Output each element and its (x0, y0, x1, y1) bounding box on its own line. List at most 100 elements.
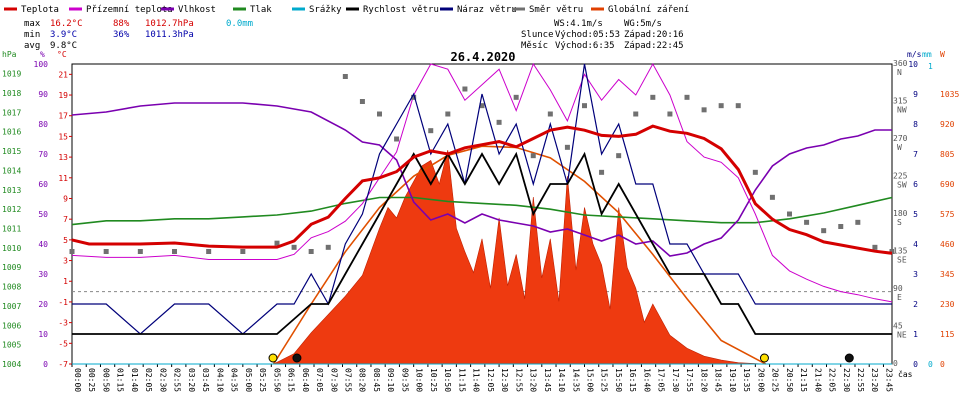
legend-label: Tlak (250, 5, 272, 15)
direction-tick: 225 (893, 172, 908, 181)
wind-tick: 9 (913, 90, 918, 99)
wind-tick: 6 (913, 180, 918, 189)
wind-direction-point (855, 219, 861, 225)
humidity-tick: 20 (38, 300, 48, 309)
x-tick-label: 23:45 (884, 368, 893, 392)
direction-tick-label: S (897, 218, 902, 227)
pressure-tick: 1017 (2, 108, 21, 117)
x-tick-label: 19:35 (742, 368, 751, 392)
pressure-tick: 1007 (2, 302, 21, 311)
solar-radiation-area (273, 150, 766, 365)
info-wg: WG:5m/s (624, 19, 662, 29)
direction-tick-label: W (897, 143, 902, 152)
x-tick-label: 23:20 (870, 368, 879, 392)
x-tick-label: 21:15 (799, 368, 808, 392)
x-axis-title: čas (898, 369, 913, 379)
legend-label: Přízemní teplota (86, 5, 173, 15)
x-tick-label: 16:15 (628, 368, 637, 392)
rain-tick: 1 (928, 62, 933, 71)
direction-tick-label: NW (897, 106, 907, 115)
direction-tick: 315 (893, 97, 908, 106)
x-tick-label: 01:40 (130, 368, 139, 392)
x-tick-label: 13:45 (543, 368, 552, 392)
x-tick-label: 22:05 (828, 368, 837, 392)
direction-tick-label: E (897, 293, 902, 302)
stat-avg-temp: 9.8°C (50, 41, 77, 51)
pressure-tick: 1012 (2, 205, 21, 214)
wind-tick: 3 (913, 270, 918, 279)
pressure-tick: 1019 (2, 70, 21, 79)
temp-tick: 9 (63, 194, 68, 203)
direction-tick-label: SW (897, 181, 907, 190)
direction-tick-label: N (897, 68, 902, 77)
x-tick-label: 07:05 (315, 368, 324, 392)
wind-direction-point (274, 240, 280, 246)
wind-direction-point (172, 249, 177, 254)
temp-tick: 7 (63, 215, 68, 224)
wind-gust-line (72, 63, 892, 335)
temp-tick: -7 (58, 360, 68, 369)
humidity-tick: 70 (38, 150, 48, 159)
direction-tick: 0 (893, 359, 898, 368)
x-tick-label: 13:20 (529, 368, 538, 392)
legend-label: Rychlost větru (363, 5, 439, 15)
wind-direction-point (616, 153, 622, 159)
temp-tick: 1 (63, 277, 68, 286)
x-tick-label: 08:20 (358, 368, 367, 392)
x-tick-label: 00:25 (87, 368, 96, 392)
radiation-tick: 690 (940, 180, 955, 189)
x-tick-label: 05:25 (258, 368, 267, 392)
wind-direction-point (479, 103, 485, 109)
x-tick-label: 12:55 (514, 368, 523, 392)
wind-tick: 0 (913, 360, 918, 369)
radiation-tick: 0 (940, 360, 945, 369)
x-tick-label: 03:20 (187, 368, 196, 392)
wind-direction-point (667, 111, 673, 117)
wind-direction-point (377, 111, 382, 117)
wind-direction-point (752, 169, 758, 175)
x-tick-label: 15:25 (600, 368, 609, 392)
stat-max-temp: 16.2°C (50, 19, 83, 29)
temp-tick: 11 (58, 174, 68, 183)
pressure-tick: 1010 (2, 244, 21, 253)
x-tick-label: 20:00 (756, 368, 765, 392)
x-tick-label: 07:30 (329, 368, 338, 392)
direction-tick: 360 (893, 59, 908, 68)
stat-max-label: max (24, 19, 41, 29)
x-tick-label: 22:55 (856, 368, 865, 392)
radiation-tick: 920 (940, 120, 955, 129)
wind-direction-point (342, 74, 348, 79)
x-tick-label: 01:15 (116, 368, 125, 392)
moon-marker (292, 353, 302, 363)
wind-direction-point (137, 249, 143, 254)
x-tick-label: 06:40 (301, 368, 310, 392)
wind-direction-point (291, 244, 297, 250)
wind-direction-point (496, 119, 502, 125)
x-tick-label: 05:50 (272, 368, 281, 392)
legend-label: Teplota (21, 5, 59, 15)
temp-tick: 13 (58, 153, 68, 162)
legend-label: Směr větru (529, 5, 583, 15)
humidity-tick: 90 (38, 90, 48, 99)
stat-max-hum: 88% (113, 19, 130, 29)
info-moonrise: Východ:6:35 (555, 41, 615, 51)
wind-tick: 2 (913, 300, 918, 309)
humidity-tick: 40 (38, 240, 48, 249)
wind-direction-point (103, 249, 109, 254)
sun-marker (759, 353, 769, 363)
x-tick-label: 16:40 (642, 368, 651, 392)
humidity-tick: 30 (38, 270, 48, 279)
info-moonset: Západ:22:45 (624, 41, 684, 51)
wind-direction-point (633, 111, 639, 117)
x-tick-label: 17:05 (657, 368, 666, 392)
temp-tick: 19 (58, 91, 68, 100)
x-tick-label: 03:45 (201, 368, 210, 392)
x-tick-label: 18:20 (699, 368, 708, 392)
temp-tick: 3 (63, 257, 68, 266)
pressure-tick: 1009 (2, 263, 21, 272)
radiation-tick: 805 (940, 150, 955, 159)
wind-direction-point (240, 249, 246, 254)
temp-tick: -1 (58, 298, 68, 307)
x-tick-label: 05:00 (244, 368, 253, 392)
wind-tick: 1 (913, 330, 918, 339)
